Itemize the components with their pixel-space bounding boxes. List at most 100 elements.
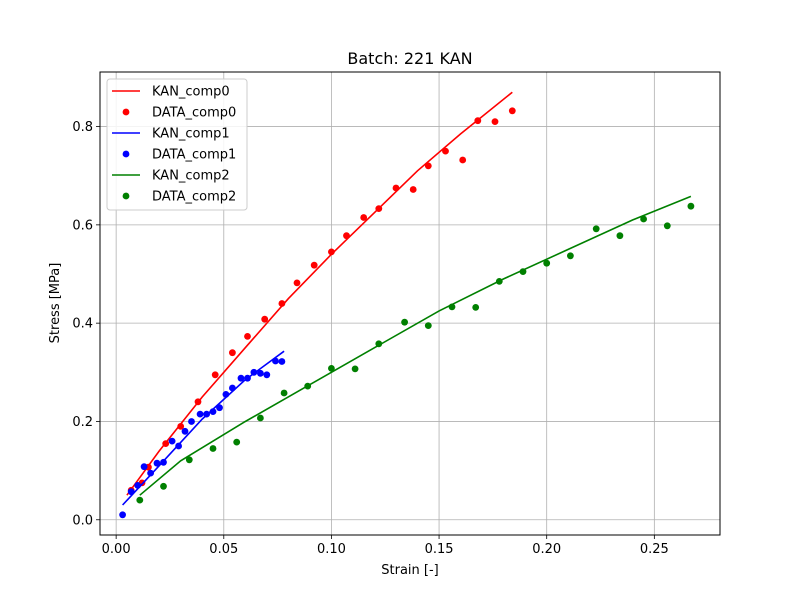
data-point-data-comp2 <box>543 259 551 267</box>
legend-marker-swatch <box>122 192 130 200</box>
legend-label: KAN_comp0 <box>152 85 230 100</box>
data-point-data-comp0 <box>244 333 251 340</box>
data-point-data-comp2 <box>592 225 600 233</box>
data-point-data-comp1 <box>237 374 245 382</box>
data-point-data-comp0 <box>375 205 383 213</box>
data-point-data-comp2 <box>375 340 383 348</box>
data-point-data-comp2 <box>640 215 647 223</box>
legend-label: DATA_comp2 <box>152 190 236 205</box>
data-point-data-comp0 <box>424 162 432 170</box>
x-tick-label: 0.25 <box>640 542 669 557</box>
data-point-data-comp2 <box>136 496 144 504</box>
data-point-data-comp0 <box>211 371 219 379</box>
data-point-data-comp1 <box>216 404 223 412</box>
data-point-data-comp1 <box>175 442 183 450</box>
grid-lines <box>100 72 720 535</box>
legend-marker-swatch <box>122 150 130 158</box>
data-point-data-comp2 <box>519 268 527 275</box>
y-axis-label: Stress [MPa] <box>48 263 63 344</box>
data-point-data-comp1 <box>209 408 217 415</box>
data-point-data-comp1 <box>250 368 258 376</box>
data-point-data-comp2 <box>448 303 456 311</box>
data-point-data-comp2 <box>687 202 695 210</box>
legend-label: DATA_comp1 <box>152 148 236 163</box>
legend: KAN_comp0 DATA_comp0 KAN_comp1 DATA_comp1 KA… <box>106 78 248 211</box>
y-tick-label: 0.6 <box>72 218 93 233</box>
data-point-data-comp0 <box>310 261 318 269</box>
data-point-data-comp1 <box>127 488 135 496</box>
data-point-data-comp0 <box>508 107 516 115</box>
data-point-data-comp0 <box>278 300 286 307</box>
data-point-data-comp0 <box>229 349 236 357</box>
data-point-data-comp1 <box>244 374 251 382</box>
plot-area <box>119 91 695 519</box>
data-point-data-comp0 <box>343 232 350 240</box>
data-point-data-comp1 <box>263 371 271 379</box>
data-point-data-comp2 <box>616 232 624 240</box>
legend-label: DATA_comp0 <box>152 106 236 121</box>
data-point-data-comp0 <box>360 214 368 221</box>
data-point-data-comp1 <box>181 427 189 435</box>
legend-label: KAN_comp2 <box>152 169 230 184</box>
data-point-data-comp1 <box>147 469 155 477</box>
data-point-data-comp1 <box>168 437 176 445</box>
data-point-data-comp1 <box>119 511 126 519</box>
data-point-data-comp0 <box>261 315 269 323</box>
data-point-data-comp2 <box>495 278 503 285</box>
data-point-data-comp0 <box>293 279 301 287</box>
x-tick-label: 0.20 <box>532 542 561 557</box>
chart-title: Batch: 221 KAN <box>347 49 472 68</box>
data-point-data-comp1 <box>203 410 211 418</box>
x-tick-label: 0.15 <box>425 542 454 557</box>
series-line-kan-comp2 <box>139 195 692 496</box>
y-tick-label: 0.2 <box>72 415 93 430</box>
data-point-data-comp0 <box>459 156 467 164</box>
data-point-data-comp2 <box>233 438 241 446</box>
y-tick-label: 0.4 <box>72 317 93 332</box>
data-point-data-comp0 <box>474 117 482 125</box>
data-point-data-comp1 <box>222 391 230 398</box>
data-point-data-comp1 <box>153 459 161 467</box>
x-tick-label: 0.10 <box>317 542 346 557</box>
data-point-data-comp0 <box>442 147 449 155</box>
data-point-data-comp2 <box>185 456 193 464</box>
x-axis-label: Strain [-] <box>381 563 438 578</box>
y-tick-label: 0.0 <box>72 513 93 528</box>
data-point-data-comp1 <box>229 384 236 392</box>
data-point-data-comp0 <box>177 423 185 430</box>
data-point-data-comp0 <box>491 118 499 125</box>
data-point-data-comp2 <box>209 445 217 452</box>
data-point-data-comp1 <box>278 358 286 365</box>
data-point-data-comp2 <box>304 382 312 390</box>
y-tick-label: 0.8 <box>72 120 93 135</box>
data-point-data-comp0 <box>162 440 170 447</box>
data-point-data-comp2 <box>257 414 264 422</box>
data-point-data-comp2 <box>472 304 480 311</box>
legend-label: KAN_comp1 <box>152 127 230 142</box>
data-point-data-comp1 <box>134 482 142 489</box>
data-point-data-comp0 <box>409 186 417 193</box>
legend-box <box>106 78 248 211</box>
data-point-data-comp2 <box>567 252 574 260</box>
x-tick-label: 0.05 <box>209 542 238 557</box>
data-point-data-comp1 <box>160 458 167 466</box>
data-point-data-comp1 <box>257 369 264 377</box>
data-point-data-comp1 <box>140 463 148 471</box>
legend-marker-swatch <box>122 108 130 116</box>
data-point-data-comp1 <box>188 418 195 425</box>
data-point-data-comp2 <box>401 318 408 326</box>
data-point-data-comp2 <box>351 365 359 373</box>
data-point-data-comp0 <box>328 248 335 256</box>
data-point-data-comp2 <box>424 322 432 329</box>
data-point-data-comp2 <box>280 389 288 397</box>
data-point-data-comp2 <box>328 365 335 372</box>
data-point-data-comp0 <box>392 184 400 192</box>
x-tick-label: 0.00 <box>102 542 131 557</box>
data-point-data-comp2 <box>160 482 167 490</box>
data-point-data-comp1 <box>272 357 279 365</box>
data-point-data-comp0 <box>194 398 202 406</box>
axes-frame <box>99 71 721 536</box>
data-point-data-comp1 <box>196 410 204 418</box>
series-line-kan-comp1 <box>122 350 285 506</box>
